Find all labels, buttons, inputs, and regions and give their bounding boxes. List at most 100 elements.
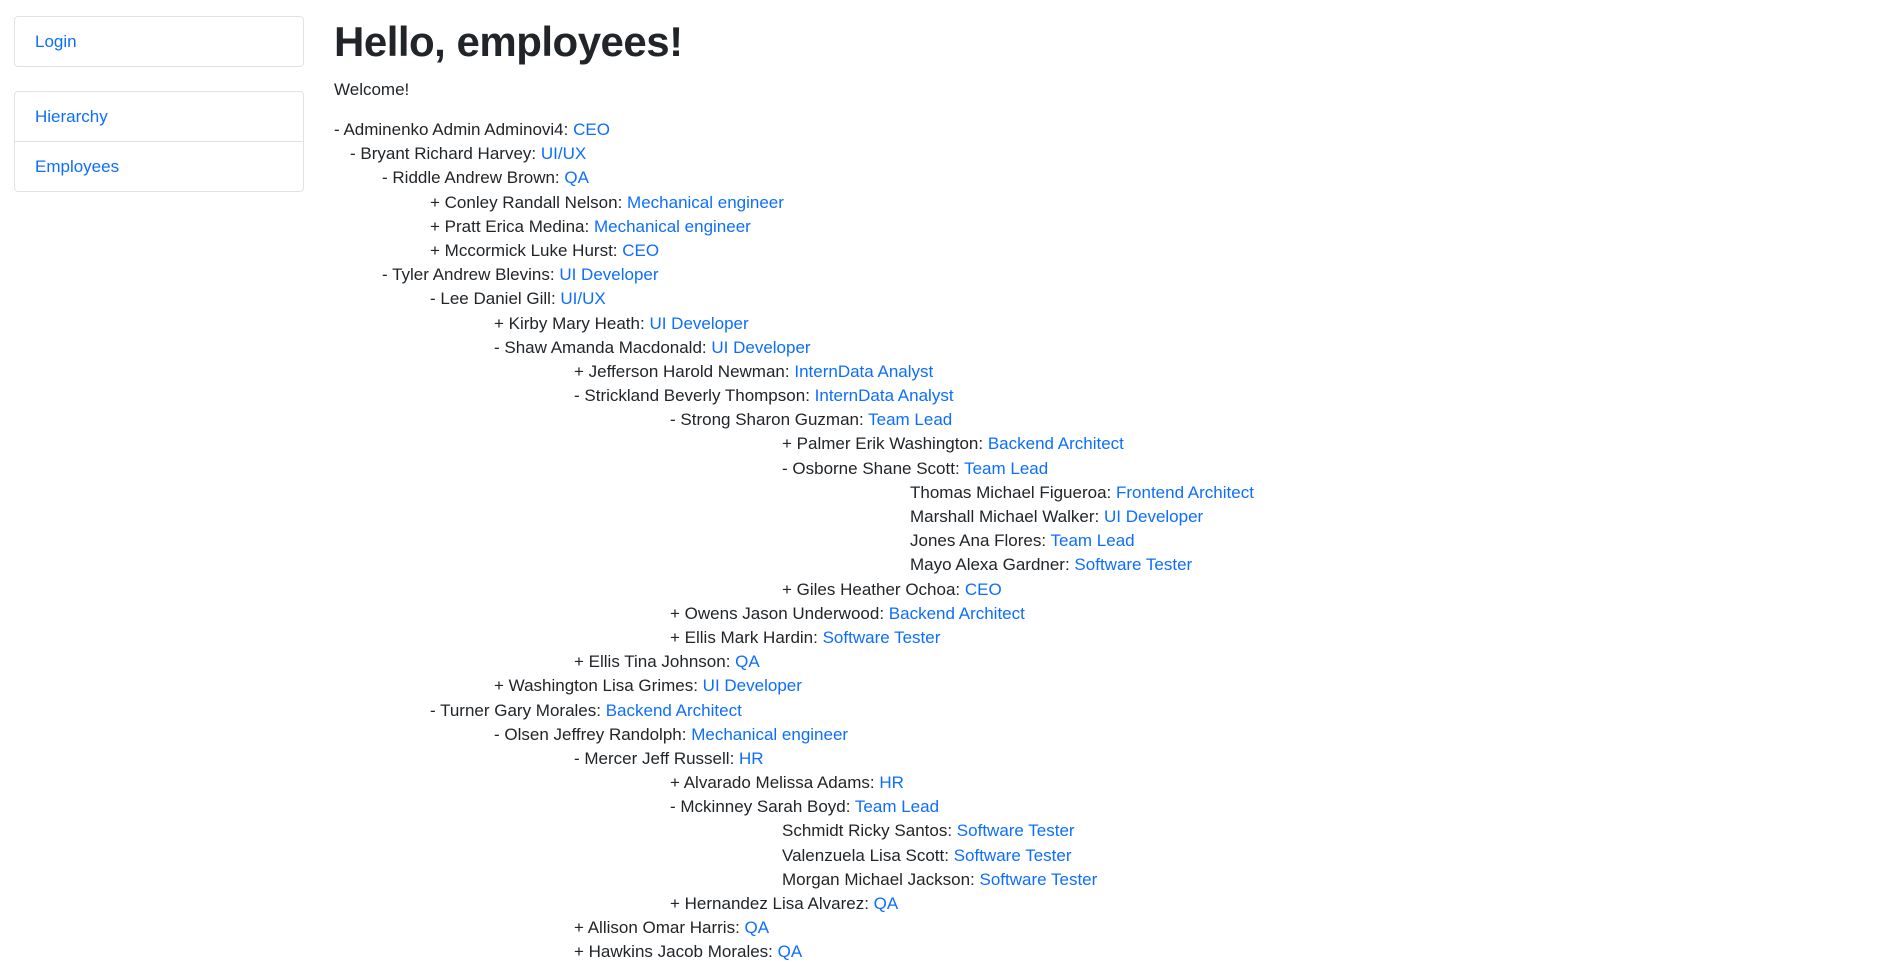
tree-node-toggle[interactable]: - bbox=[382, 265, 393, 285]
name-role-separator: : bbox=[864, 894, 874, 913]
tree-node-toggle[interactable]: + bbox=[494, 313, 509, 333]
employee-role-link[interactable]: InternData Analyst bbox=[794, 361, 934, 381]
employee-role-link[interactable]: UI Developer bbox=[702, 676, 802, 696]
tree-node: - Mercer Jeff Russell: HR bbox=[334, 747, 1874, 771]
employee-role-link[interactable]: Software Tester bbox=[1074, 555, 1193, 575]
employee-role-link[interactable]: Mechanical engineer bbox=[593, 216, 751, 236]
tree-node-toggle[interactable]: + bbox=[670, 603, 685, 623]
name-role-separator: : bbox=[879, 603, 889, 623]
tree-node-toggle[interactable]: - bbox=[350, 144, 361, 164]
name-role-separator: : bbox=[554, 168, 565, 188]
employee-role-link[interactable]: UI/UX bbox=[540, 144, 587, 164]
employee-role-link[interactable]: Team Lead bbox=[1050, 531, 1135, 551]
tree-node-toggle[interactable]: + bbox=[782, 434, 797, 454]
tree-node-toggle[interactable]: - bbox=[670, 410, 681, 430]
employee-role-link[interactable]: UI Developer bbox=[711, 337, 811, 357]
employee-role-link[interactable]: Software Tester bbox=[956, 821, 1075, 841]
name-role-separator: : bbox=[701, 337, 712, 357]
employee-role-link[interactable]: UI Developer bbox=[559, 265, 659, 285]
tree-node: - Riddle Andrew Brown: QA bbox=[334, 166, 1874, 190]
name-role-separator: : bbox=[784, 361, 795, 381]
sidebar: Login Hierarchy Employees bbox=[14, 16, 304, 216]
welcome-text: Welcome! bbox=[334, 80, 410, 99]
employee-role-link[interactable]: Software Tester bbox=[822, 627, 941, 647]
tree-node-toggle[interactable]: + bbox=[670, 627, 685, 647]
employee-name: Bryant Richard Harvey bbox=[360, 144, 532, 164]
tree-node: - Turner Gary Morales: Backend Architect bbox=[334, 699, 1874, 723]
name-role-separator: : bbox=[563, 120, 574, 139]
employee-role-link[interactable]: HR bbox=[739, 748, 764, 768]
employee-role-link[interactable]: UI Developer bbox=[1103, 507, 1204, 526]
employee-role-link[interactable]: QA bbox=[777, 942, 803, 962]
tree-node-toggle[interactable]: + bbox=[782, 579, 797, 599]
employee-role-link[interactable]: QA bbox=[744, 918, 770, 938]
employee-role-link[interactable]: Backend Architect bbox=[888, 603, 1025, 623]
tree-node-toggle[interactable]: - bbox=[782, 458, 793, 478]
tree-node-toggle[interactable]: + bbox=[430, 240, 445, 260]
tree-node-toggle[interactable]: + bbox=[574, 652, 589, 672]
tree-node-toggle[interactable]: + bbox=[670, 773, 684, 793]
tree-node-toggle[interactable]: + bbox=[574, 942, 589, 962]
tree-node: + Giles Heather Ochoa: CEO bbox=[334, 578, 1874, 602]
nav-link-employees[interactable]: Employees bbox=[15, 141, 303, 191]
tree-node-toggle[interactable]: + bbox=[430, 216, 445, 236]
tree-node-toggle[interactable]: + bbox=[574, 918, 588, 938]
employee-role-link[interactable]: Frontend Architect bbox=[1115, 482, 1254, 502]
employee-role-link[interactable]: Software Tester bbox=[953, 845, 1072, 865]
tree-node-toggle[interactable]: - bbox=[574, 748, 585, 768]
tree-node: Mayo Alexa Gardner: Software Tester bbox=[334, 553, 1874, 577]
employee-role-link[interactable]: Software Tester bbox=[979, 869, 1098, 889]
tree-node: - Strong Sharon Guzman: Team Lead bbox=[334, 408, 1874, 432]
employee-name: Adminenko Admin Adminovi4 bbox=[343, 120, 564, 139]
employee-role-link[interactable]: HR bbox=[879, 773, 904, 793]
tree-node-toggle[interactable]: + bbox=[670, 894, 685, 913]
employee-role-link[interactable]: Mechanical engineer bbox=[627, 192, 784, 212]
hierarchy-tree: - Adminenko Admin Adminovi4: CEO - Bryant… bbox=[334, 118, 1874, 965]
name-role-separator: : bbox=[1041, 531, 1051, 551]
tree-node: - Bryant Richard Harvey: UI/UX bbox=[334, 142, 1874, 166]
tree-node: Marshall Michael Walker: UI Developer bbox=[334, 505, 1874, 529]
tree-node-toggle[interactable]: + bbox=[430, 192, 445, 212]
main-content: Hello, employees! Welcome! - Adminenko A… bbox=[334, 0, 1874, 965]
employee-role-link[interactable]: Backend Architect bbox=[605, 700, 742, 720]
name-role-separator: : bbox=[735, 918, 745, 938]
name-role-separator: : bbox=[859, 410, 869, 430]
tree-node-toggle[interactable]: - bbox=[334, 120, 344, 139]
employee-role-link[interactable]: QA bbox=[564, 168, 589, 188]
employee-role-link[interactable]: CEO bbox=[622, 240, 660, 260]
tree-node-toggle[interactable]: - bbox=[382, 168, 393, 188]
employee-role-link[interactable]: Team Lead bbox=[964, 458, 1049, 478]
tree-node: - Mckinney Sarah Boyd: Team Lead bbox=[334, 795, 1874, 819]
employee-role-link[interactable]: QA bbox=[735, 652, 760, 672]
name-role-separator: : bbox=[681, 724, 692, 744]
tree-node-toggle[interactable]: + bbox=[494, 676, 509, 696]
name-role-separator: : bbox=[1094, 507, 1104, 526]
employee-role-link[interactable]: UI Developer bbox=[649, 313, 749, 333]
employee-role-link[interactable]: InternData Analyst bbox=[814, 386, 954, 406]
employee-name: Shaw Amanda Macdonald bbox=[504, 337, 702, 357]
tree-node-toggle[interactable]: - bbox=[430, 289, 441, 309]
name-role-separator: : bbox=[617, 192, 628, 212]
employee-role-link[interactable]: CEO bbox=[573, 120, 610, 139]
name-role-separator: : bbox=[944, 845, 954, 865]
employee-name: Ellis Mark Hardin bbox=[684, 627, 814, 647]
tree-node-toggle[interactable]: - bbox=[574, 386, 585, 406]
employee-name: Owens Jason Underwood bbox=[684, 603, 880, 623]
employee-name: Turner Gary Morales bbox=[440, 700, 597, 720]
tree-node: Thomas Michael Figueroa: Frontend Archit… bbox=[334, 481, 1874, 505]
name-role-separator: : bbox=[869, 773, 880, 793]
employee-role-link[interactable]: CEO bbox=[964, 579, 1002, 599]
employee-role-link[interactable]: UI/UX bbox=[560, 289, 606, 309]
employee-role-link[interactable]: Team Lead bbox=[854, 797, 940, 817]
employee-role-link[interactable]: Backend Architect bbox=[987, 434, 1124, 454]
tree-node-toggle[interactable]: + bbox=[574, 361, 589, 381]
employee-role-link[interactable]: Mechanical engineer bbox=[691, 724, 849, 744]
tree-node-toggle[interactable]: - bbox=[430, 700, 441, 720]
tree-node-toggle[interactable]: - bbox=[670, 797, 681, 817]
tree-node-toggle[interactable]: - bbox=[494, 337, 505, 357]
nav-link-hierarchy[interactable]: Hierarchy bbox=[35, 107, 108, 126]
login-link[interactable]: Login bbox=[35, 32, 77, 51]
tree-node-toggle[interactable]: - bbox=[494, 724, 505, 744]
employee-role-link[interactable]: Team Lead bbox=[868, 410, 953, 430]
employee-role-link[interactable]: QA bbox=[873, 894, 899, 913]
